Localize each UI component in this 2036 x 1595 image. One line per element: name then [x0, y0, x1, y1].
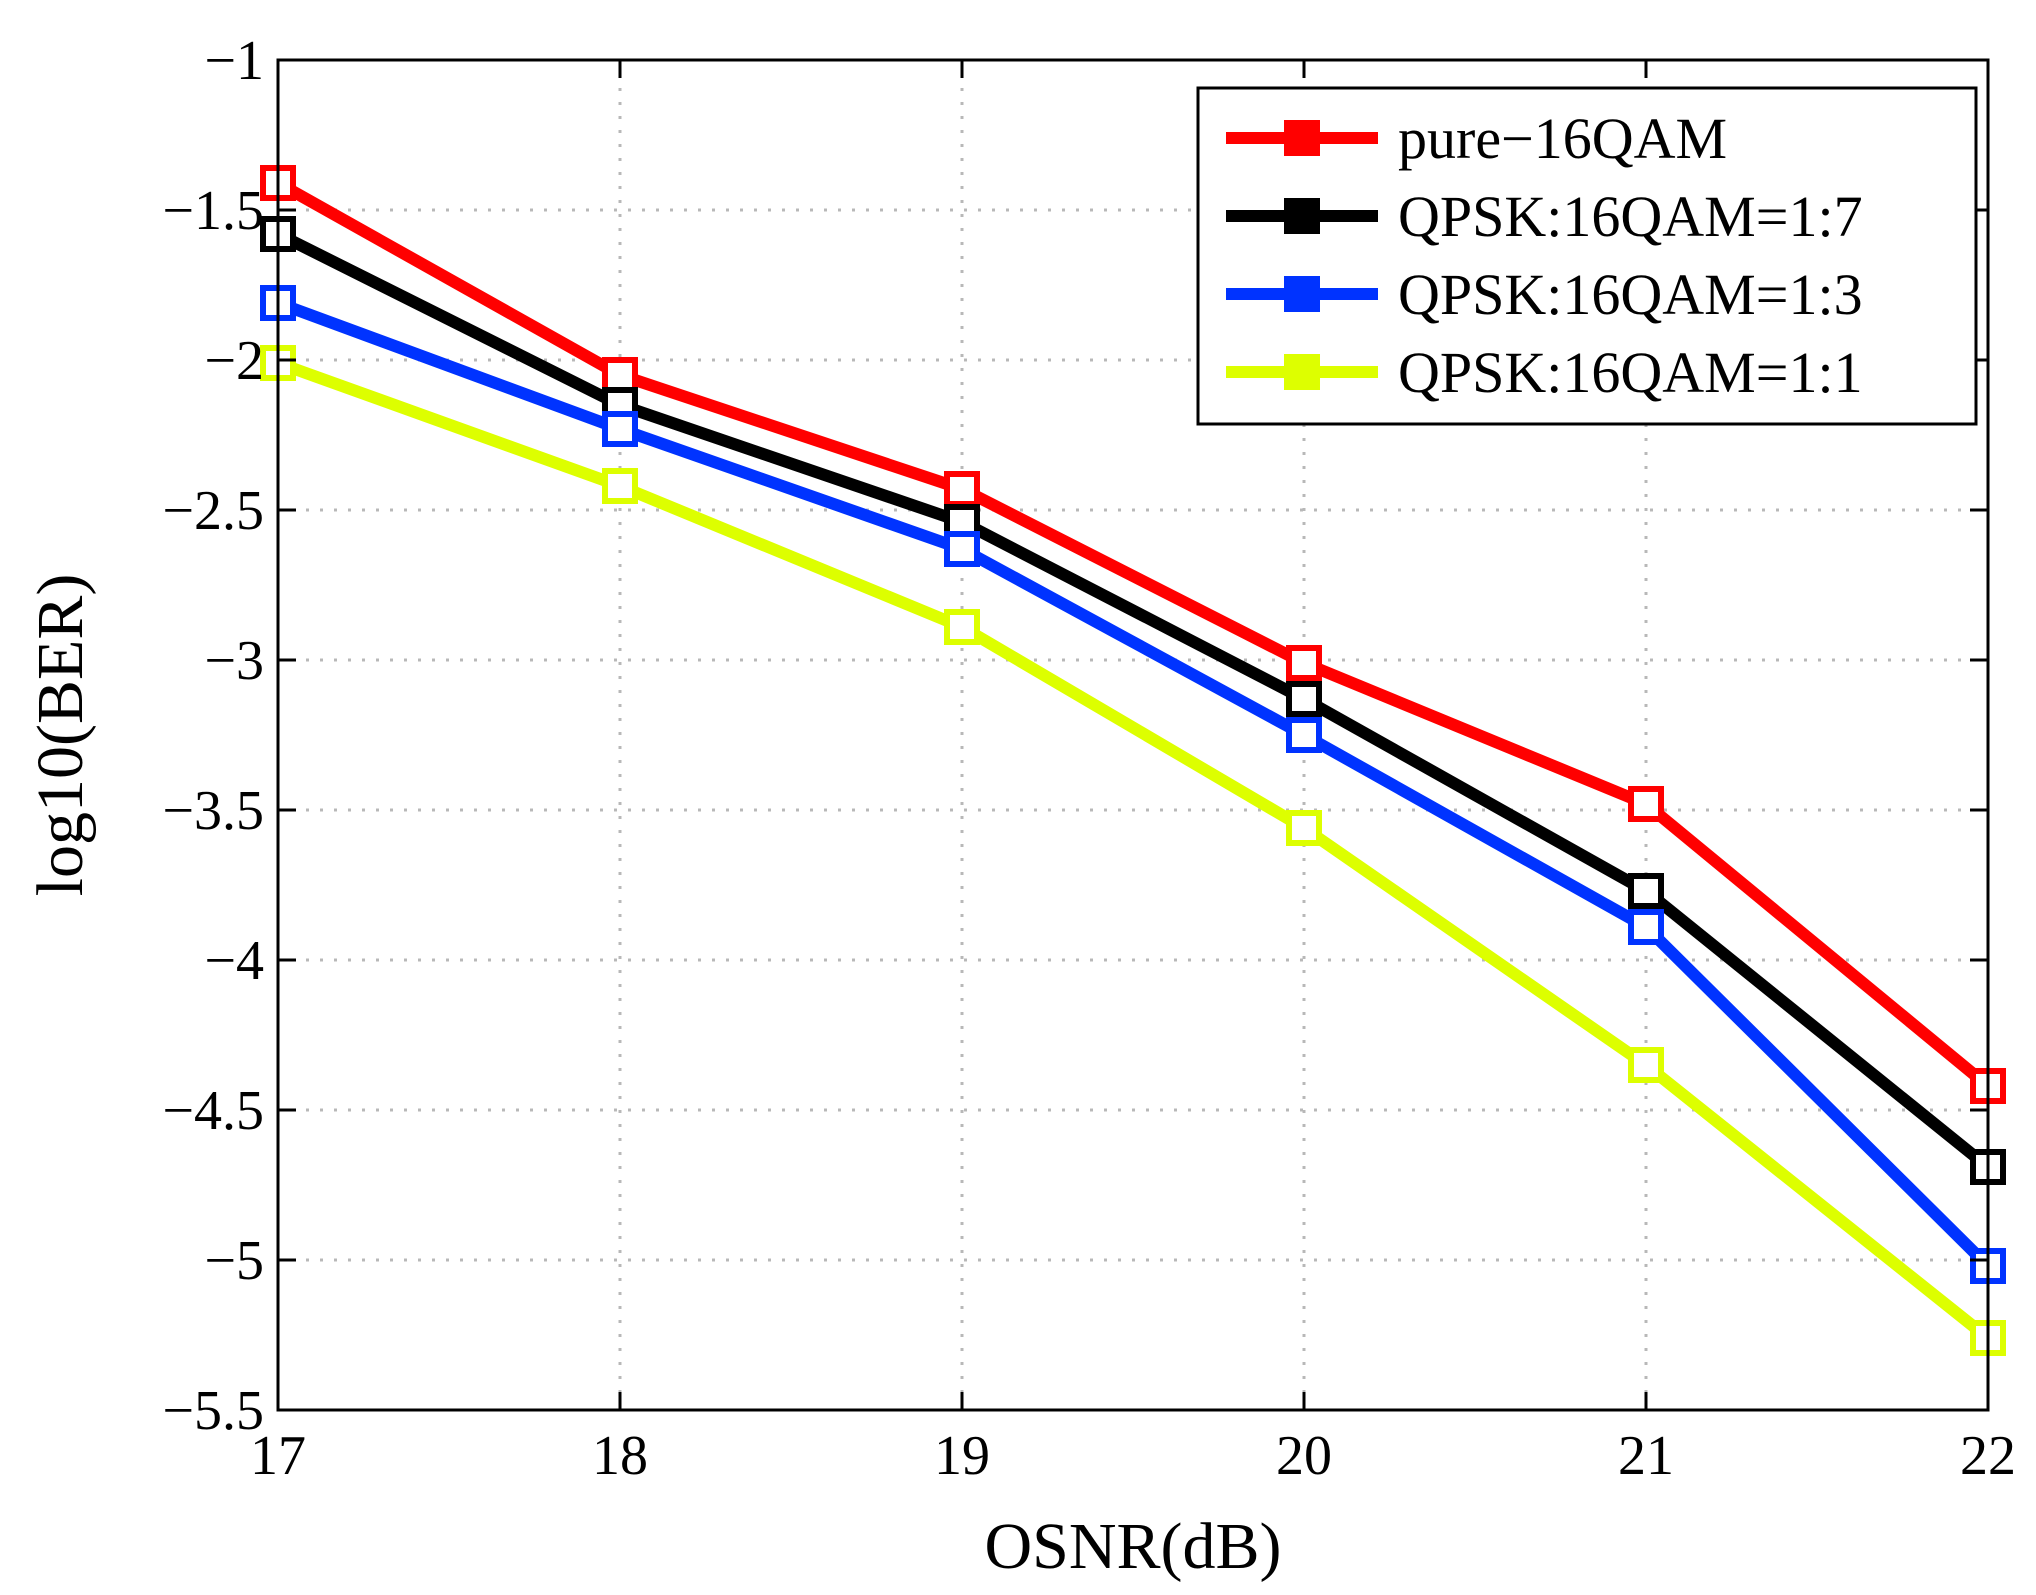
y-tick-label: −5.5 [162, 1380, 264, 1442]
data-point [602, 357, 638, 393]
data-point [1628, 909, 1664, 945]
y-tick-label: −2.5 [162, 480, 264, 542]
x-tick-label: 21 [1618, 1425, 1674, 1487]
data-point [1286, 681, 1322, 717]
plot-area-frame [276, 58, 1990, 1412]
y-tick-label: −1 [204, 30, 264, 92]
legend-entry: QPSK:16QAM=1:1 [1226, 340, 1863, 405]
data-point [944, 531, 980, 567]
data-point [1628, 1047, 1664, 1083]
x-tick-label: 20 [1276, 1425, 1332, 1487]
series-line [275, 177, 1992, 1091]
data-point [1286, 645, 1322, 681]
legend-label: pure−16QAM [1398, 106, 1727, 171]
legend-marker [1284, 198, 1320, 234]
y-tick-labels: −5.5 −5 −4.5 −4 −3.5 −3 −2.5 −2 −1.5 −1 [162, 30, 264, 1442]
series-line [275, 297, 1993, 1271]
axis-ticks [276, 58, 1990, 1412]
x-axis-title: OSNR(dB) [984, 1510, 1281, 1583]
y-tick-label: −4 [204, 930, 264, 992]
y-tick-label: −4.5 [162, 1080, 264, 1142]
data-point [1628, 873, 1664, 909]
data-point [602, 468, 638, 504]
y-tick-label: −2 [204, 330, 264, 392]
series-layer [260, 165, 2006, 1356]
x-tick-label: 17 [250, 1425, 306, 1487]
legend-label: QPSK:16QAM=1:7 [1398, 184, 1863, 249]
legend-marker [1284, 276, 1320, 312]
y-tick-label: −5 [204, 1230, 264, 1292]
y-axis-title: log10(BER) [24, 574, 97, 897]
data-point [1286, 810, 1322, 846]
x-tick-label: 22 [1960, 1425, 2016, 1487]
y-tick-label: −3.5 [162, 780, 264, 842]
x-tick-label: 18 [592, 1425, 648, 1487]
legend-label: QPSK:16QAM=1:1 [1398, 340, 1863, 405]
series-line [275, 228, 1992, 1172]
legend-entry: QPSK:16QAM=1:7 [1226, 184, 1863, 249]
legend-label: QPSK:16QAM=1:3 [1398, 262, 1863, 327]
data-point [602, 411, 638, 447]
legend-entry: QPSK:16QAM=1:3 [1226, 262, 1863, 327]
x-tick-labels: 17 18 19 20 21 22 [250, 1425, 2016, 1487]
legend-marker [1284, 354, 1320, 390]
y-tick-label: −3 [204, 630, 264, 692]
data-point [1286, 717, 1322, 753]
legend-marker [1284, 120, 1320, 156]
y-tick-label: −1.5 [162, 180, 264, 242]
series-3 [260, 285, 2006, 1284]
data-point [944, 609, 980, 645]
legend-entry: pure−16QAM [1226, 106, 1727, 171]
data-point [944, 471, 980, 507]
x-tick-label: 19 [934, 1425, 990, 1487]
legend: pure−16QAM QPSK:16QAM=1:7 QPSK:16QAM=1:3 QP… [1196, 86, 1978, 426]
series-line [275, 357, 1992, 1343]
data-point [1628, 786, 1664, 822]
